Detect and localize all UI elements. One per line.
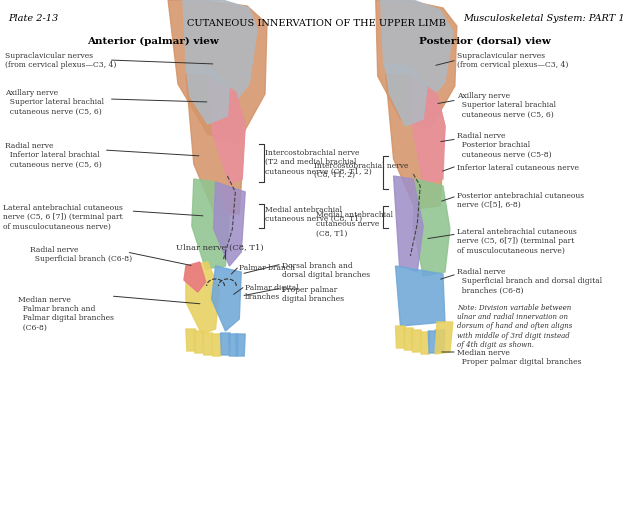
Text: Lateral antebrachial cutaneous
nerve (C5, 6 [7]) (terminal part
of musculocutane: Lateral antebrachial cutaneous nerve (C5… xyxy=(3,204,123,231)
Text: CUTANEOUS INNERVATION OF THE UPPER LIMB: CUTANEOUS INNERVATION OF THE UPPER LIMB xyxy=(187,19,446,28)
Polygon shape xyxy=(168,0,267,144)
Text: Posterior antebrachial cutaneous
nerve (C[5], 6-8): Posterior antebrachial cutaneous nerve (… xyxy=(457,192,584,209)
Polygon shape xyxy=(184,262,205,292)
Text: Axillary nerve
  Superior lateral brachial
  cutaneous nerve (C5, 6): Axillary nerve Superior lateral brachial… xyxy=(5,89,104,115)
Text: Intercostobrachial nerve
(C8, T1, 2): Intercostobrachial nerve (C8, T1, 2) xyxy=(314,162,409,179)
Text: Palmar branch: Palmar branch xyxy=(239,264,295,272)
Polygon shape xyxy=(183,0,257,114)
Text: Supraclavicular nerves
(from cervical plexus—C3, 4): Supraclavicular nerves (from cervical pl… xyxy=(457,52,568,69)
Polygon shape xyxy=(186,74,245,216)
Polygon shape xyxy=(376,0,457,129)
Polygon shape xyxy=(186,262,220,334)
Text: Median nerve
  Palmar branch and
  Palmar digital branches
  (C6-8): Median nerve Palmar branch and Palmar di… xyxy=(18,296,114,332)
Polygon shape xyxy=(420,332,430,354)
Polygon shape xyxy=(192,179,229,269)
Text: Supraclavicular nerves
(from cervical plexus—C3, 4): Supraclavicular nerves (from cervical pl… xyxy=(5,52,116,69)
Polygon shape xyxy=(428,331,438,353)
Polygon shape xyxy=(381,0,453,112)
Polygon shape xyxy=(435,322,453,354)
Polygon shape xyxy=(203,333,212,355)
Text: Note: Division variable between
ulnar and radial innervation on
dorsum of hand a: Note: Division variable between ulnar an… xyxy=(457,304,572,349)
Polygon shape xyxy=(186,329,196,351)
Text: Dorsal branch and
dorsal digital branches: Dorsal branch and dorsal digital branche… xyxy=(282,262,370,279)
Polygon shape xyxy=(194,331,204,353)
Text: Plate 2-13: Plate 2-13 xyxy=(8,14,58,23)
Polygon shape xyxy=(386,64,427,126)
Polygon shape xyxy=(207,76,245,184)
Text: Radial nerve
  Posterior brachial
  cutaneous nerve (C5-8): Radial nerve Posterior brachial cutaneou… xyxy=(457,132,552,158)
Text: Musculoskeletal System: PART 1: Musculoskeletal System: PART 1 xyxy=(463,14,625,23)
Text: Proper palmar
digital branches: Proper palmar digital branches xyxy=(282,286,344,303)
Polygon shape xyxy=(403,328,413,350)
Polygon shape xyxy=(228,334,238,356)
Polygon shape xyxy=(413,179,450,276)
Polygon shape xyxy=(435,330,445,352)
Polygon shape xyxy=(396,326,405,348)
Polygon shape xyxy=(212,266,241,331)
Text: Lateral antebrachial cutaneous
nerve (C5, 6[7]) (terminal part
of musculocutaneo: Lateral antebrachial cutaneous nerve (C5… xyxy=(457,228,577,254)
Text: Medial antebrachial
cutaneous nerve (C8, T1): Medial antebrachial cutaneous nerve (C8,… xyxy=(265,206,362,223)
Text: Median nerve
  Proper palmar digital branches: Median nerve Proper palmar digital branc… xyxy=(457,349,581,366)
Polygon shape xyxy=(236,334,245,356)
Text: Intercostobrachial nerve
(T2 and medial brachial
cutaneous nerve (C8, T1, 2): Intercostobrachial nerve (T2 and medial … xyxy=(265,149,372,176)
Text: Inferior lateral cutaneous nerve: Inferior lateral cutaneous nerve xyxy=(457,164,579,172)
Text: Radial nerve
  Superficial branch (C6-8): Radial nerve Superficial branch (C6-8) xyxy=(29,246,132,263)
Polygon shape xyxy=(186,64,229,124)
Polygon shape xyxy=(394,176,423,272)
Text: Radial nerve
  Inferior lateral brachial
  cutaneous nerve (C5, 6): Radial nerve Inferior lateral brachial c… xyxy=(5,142,102,168)
Text: Palmar digital
branches: Palmar digital branches xyxy=(245,284,299,301)
Polygon shape xyxy=(221,333,230,355)
Polygon shape xyxy=(386,74,445,209)
Polygon shape xyxy=(396,266,445,326)
Polygon shape xyxy=(212,334,221,356)
Polygon shape xyxy=(410,76,445,184)
Text: Radial nerve
  Superficial branch and dorsal digital
  branches (C6-8): Radial nerve Superficial branch and dors… xyxy=(457,268,602,294)
Text: Axillary nerve
  Superior lateral brachial
  cutaneous nerve (C5, 6): Axillary nerve Superior lateral brachial… xyxy=(457,92,556,118)
Polygon shape xyxy=(214,182,245,266)
Text: Anterior (palmar) view: Anterior (palmar) view xyxy=(88,37,219,46)
Polygon shape xyxy=(412,330,421,352)
Text: Ulnar nerve (C8, T1): Ulnar nerve (C8, T1) xyxy=(176,244,263,252)
Text: Posterior (dorsal) view: Posterior (dorsal) view xyxy=(419,37,550,46)
Text: Medial antebrachial
cutaneous nerve
(C8, T1): Medial antebrachial cutaneous nerve (C8,… xyxy=(316,211,394,237)
